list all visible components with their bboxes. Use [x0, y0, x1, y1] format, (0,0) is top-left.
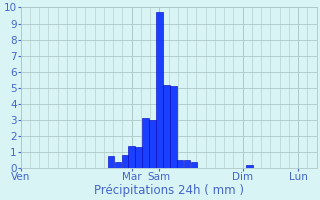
Bar: [170, 86, 177, 168]
Bar: [163, 85, 170, 168]
Bar: [184, 160, 190, 168]
Bar: [149, 120, 156, 168]
Bar: [156, 12, 163, 168]
Bar: [135, 147, 142, 168]
Bar: [122, 155, 128, 168]
Bar: [191, 162, 197, 168]
Bar: [142, 118, 149, 168]
Bar: [108, 156, 114, 168]
Bar: [115, 162, 121, 168]
Bar: [177, 160, 183, 168]
Bar: [246, 165, 253, 168]
Bar: [128, 146, 135, 168]
X-axis label: Précipitations 24h ( mm ): Précipitations 24h ( mm ): [94, 184, 244, 197]
